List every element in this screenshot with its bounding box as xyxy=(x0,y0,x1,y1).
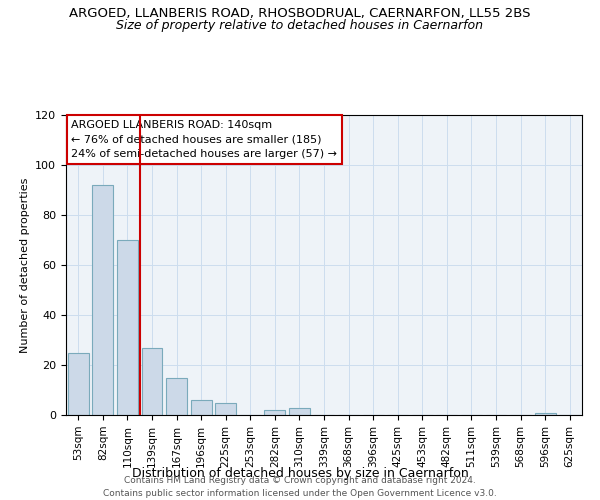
Text: Distribution of detached houses by size in Caernarfon: Distribution of detached houses by size … xyxy=(131,467,469,480)
Bar xyxy=(117,240,138,415)
Bar xyxy=(215,402,236,415)
Bar xyxy=(289,408,310,415)
Text: ARGOED, LLANBERIS ROAD, RHOSBODRUAL, CAERNARFON, LL55 2BS: ARGOED, LLANBERIS ROAD, RHOSBODRUAL, CAE… xyxy=(69,8,531,20)
Y-axis label: Number of detached properties: Number of detached properties xyxy=(20,178,29,352)
Bar xyxy=(535,412,556,415)
Bar xyxy=(265,410,286,415)
Text: Size of property relative to detached houses in Caernarfon: Size of property relative to detached ho… xyxy=(116,18,484,32)
Bar xyxy=(142,348,163,415)
Bar xyxy=(191,400,212,415)
Text: Contains HM Land Registry data © Crown copyright and database right 2024.
Contai: Contains HM Land Registry data © Crown c… xyxy=(103,476,497,498)
Text: ARGOED LLANBERIS ROAD: 140sqm
← 76% of detached houses are smaller (185)
24% of : ARGOED LLANBERIS ROAD: 140sqm ← 76% of d… xyxy=(71,120,337,159)
Bar xyxy=(166,378,187,415)
Bar xyxy=(68,352,89,415)
Bar xyxy=(92,185,113,415)
